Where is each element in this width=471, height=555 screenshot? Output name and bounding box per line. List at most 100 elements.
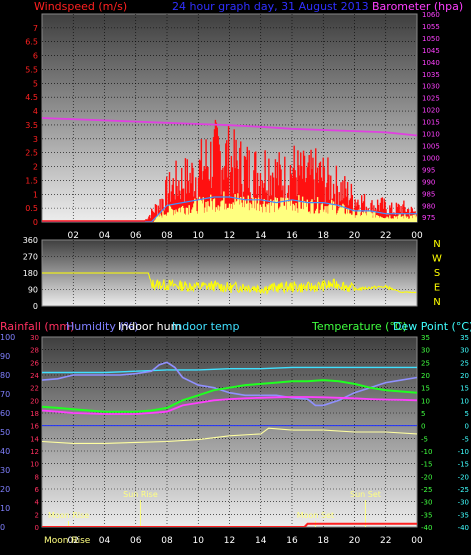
humidity-tick: 0 [0,523,5,532]
windspeed-tick: 6 [33,52,38,61]
time-tick: 02 [68,231,79,241]
rainfall-tick: 28 [30,347,39,355]
humidity-tick: 10 [0,504,10,513]
windspeed-tick: 0.5 [25,204,38,213]
temperature-tick: -5 [421,435,428,443]
temperature-series [42,361,417,527]
temperature-tick: -20 [421,473,432,481]
time-tick: 06 [130,536,142,546]
windspeed-tick: 1.5 [25,176,38,185]
windspeed-tick: 5.5 [25,65,38,74]
indoor-temp-legend: Indoor temp [172,320,239,333]
time-tick: 14 [255,231,267,241]
humidity-axis-title: Humidity (%) [66,320,138,333]
dew-point-tick: 10 [460,397,469,405]
time-tick: 08 [161,536,173,546]
windspeed-tick-labels: 0 0.5 1 1.5 2 2.5 3 3.5 4 4.5 5 5.5 6 6.5 7 [25,24,38,227]
time-tick: 12 [224,231,235,241]
windspeed-tick: 2.5 [25,149,38,158]
annotation-label: Moon Rise [48,511,89,520]
temperature-tick: -35 [421,511,432,519]
barometer-tick-labels: 975 980 985 990 995 1000 1005 1010 1015 1020 1025 1… [422,11,440,222]
barometer-tick: 1060 [422,11,440,19]
windspeed-tick: 4.5 [25,93,38,102]
rainfall-line [42,522,417,527]
chart-title: 24 hour graph day, 31 August 2013 [172,0,369,13]
dew-point-tick: -5 [462,435,469,443]
time-tick: 04 [99,231,111,241]
time-tick: 00 [411,231,423,241]
direction-degree-tick: 180 [23,269,38,278]
indoor-temp-line [42,366,417,374]
dew-point-tick: 25 [460,359,469,367]
dew-point-tick: 35 [460,334,469,342]
temp-time-tick-labels: 02 04 06 08 10 12 14 16 18 20 22 00 Moon Rise [44,536,423,546]
temperature-tick: -30 [421,499,432,507]
temperature-tick: -10 [421,448,432,456]
time-tick: 02 [68,536,79,546]
windspeed-tick: 4 [33,107,38,116]
time-tick: 10 [193,536,205,546]
wind-plot-area [41,13,418,223]
barometer-tick: 1035 [422,71,440,79]
barometer-line [42,117,417,137]
humidity-tick: 80 [0,371,10,380]
time-tick: 12 [224,536,235,546]
dew-point-tick: -40 [458,524,469,532]
temperature-tick: -25 [421,486,432,494]
time-tick: 18 [318,536,330,546]
temperature-tick: 15 [421,385,430,393]
windspeed-tick: 6.5 [25,38,38,47]
indoor-humidity-line [42,427,417,444]
wind-average-line [42,196,417,222]
barometer-tick: 985 [422,190,435,198]
compass-label: S [434,268,440,279]
rainfall-axis-title: Rainfall (mm) [0,320,74,333]
direction-degree-tick: 0 [33,302,38,311]
rainfall-tick: 14 [30,435,39,443]
compass-label: E [434,283,440,294]
dew-point-tick: -30 [458,499,469,507]
bottom-moon-rise-label: Moon Rise [44,536,91,546]
barometer-tick: 1030 [422,83,440,91]
windspeed-tick: 1 [33,190,38,199]
temperature-tick: 35 [421,334,430,342]
windspeed-tick: 3 [33,135,38,144]
compass-label: N [433,239,440,250]
barometer-tick: 1050 [422,35,440,43]
temperature-line [42,379,417,413]
time-tick: 22 [380,231,391,241]
humidity-line [42,361,417,407]
dew-point-tick: -25 [458,486,469,494]
temperature-axis-title: Temperature (°C) [311,320,407,333]
sun-moon-annotations: Moon Rise Sun Rise Moon Set Sun Set [48,490,381,527]
humidity-tick: 20 [0,485,10,494]
barometer-tick: 975 [422,214,435,222]
annotation-label: Moon Set [297,511,334,520]
barometer-tick: 1015 [422,119,440,127]
time-tick: 08 [161,231,173,241]
temperature-humidity-panel: Rainfall (mm) Humidity (%) Indoor hum In… [0,320,471,546]
time-tick: 06 [130,231,142,241]
temperature-tick: 5 [421,410,425,418]
wind-time-tick-labels: 02 04 06 08 10 12 14 16 18 20 22 00 [68,231,423,241]
rainfall-tick: 6 [35,486,40,494]
temperature-tick: 10 [421,397,430,405]
humidity-tick: 70 [0,390,10,399]
barometer-tick: 1000 [422,154,440,162]
time-tick: 16 [286,536,298,546]
humidity-tick: 90 [0,352,10,361]
humidity-tick: 50 [0,428,10,437]
time-tick: 20 [349,536,361,546]
humidity-tick: 30 [0,466,10,475]
rainfall-tick: 10 [30,461,39,469]
humidity-tick-labels: 0 10 20 30 40 50 60 70 80 90 100 [0,333,15,532]
humidity-tick: 40 [0,447,10,456]
barometer-tick: 1025 [422,95,440,103]
temperature-tick: 25 [421,359,430,367]
windspeed-tick: 7 [33,24,38,33]
time-tick: 16 [286,231,298,241]
rainfall-tick: 26 [30,359,39,367]
dew-point-line [42,396,417,415]
